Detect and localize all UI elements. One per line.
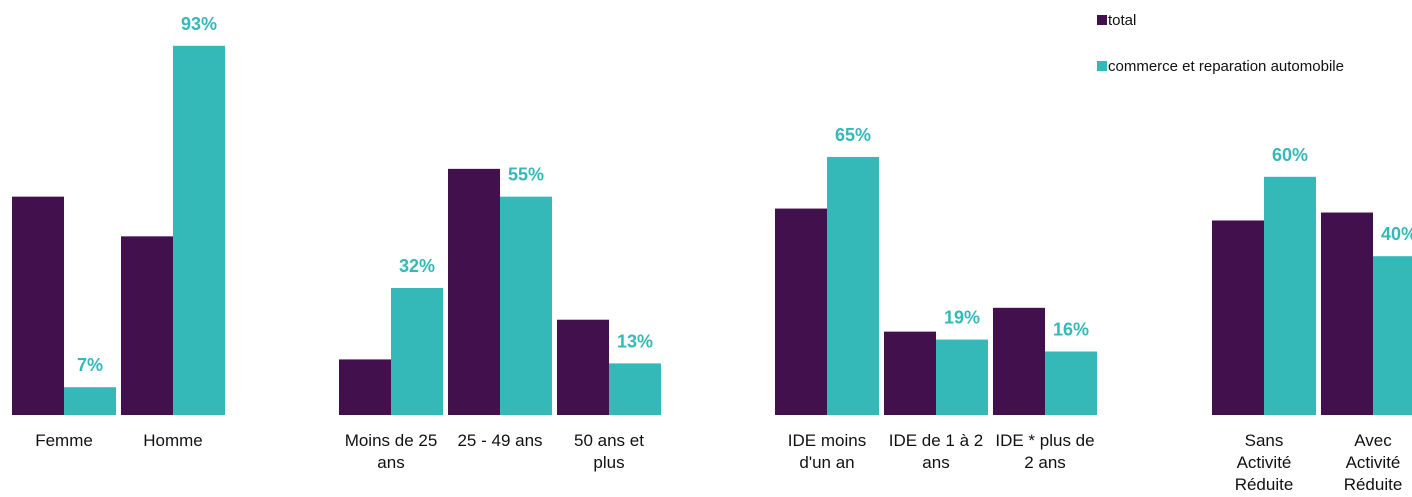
value-label: 32%	[399, 256, 435, 276]
value-label: 40%	[1381, 224, 1412, 244]
bar	[884, 331, 936, 415]
bar	[1264, 176, 1316, 415]
bar	[173, 45, 225, 415]
value-label: 16%	[1053, 319, 1089, 339]
bar	[339, 359, 391, 415]
legend-label: total	[1108, 12, 1136, 29]
category-label: Homme	[143, 431, 203, 450]
bar	[391, 287, 443, 415]
bar	[609, 363, 661, 415]
category-label: IDE de 1 à 2 ans	[888, 431, 984, 472]
category-label: IDE moins d'un an	[787, 431, 867, 472]
value-label: 93%	[181, 14, 217, 34]
category-label: IDE * plus de 2 ans	[995, 431, 1095, 472]
bar	[1373, 256, 1412, 415]
legend-label: commerce et reparation automobile	[1108, 58, 1344, 75]
value-label: 65%	[835, 125, 871, 145]
category-label: Avec Activité Réduite	[1343, 431, 1403, 494]
bar	[64, 387, 116, 415]
bar	[1212, 220, 1264, 415]
category-label: Moins de 25 ans	[344, 431, 438, 472]
bar	[121, 236, 173, 415]
value-label: 55%	[508, 165, 544, 185]
value-label: 7%	[77, 355, 103, 375]
bar	[500, 196, 552, 415]
category-label: Sans Activité Réduite	[1234, 431, 1294, 494]
category-label: 25 - 49 ans	[457, 431, 543, 450]
value-label: 60%	[1272, 145, 1308, 165]
bar	[775, 208, 827, 415]
legend-swatch	[1097, 15, 1107, 25]
bar	[12, 196, 64, 415]
value-label: 19%	[944, 308, 980, 328]
bar	[557, 319, 609, 415]
category-label: Femme	[35, 431, 93, 450]
value-label: 13%	[617, 331, 653, 351]
category-label: 50 ans et plus	[574, 431, 644, 472]
bar	[993, 307, 1045, 415]
bar	[936, 339, 988, 415]
bar	[827, 156, 879, 415]
bar	[1321, 212, 1373, 415]
legend-swatch	[1097, 61, 1107, 71]
bar	[448, 168, 500, 415]
bar	[1045, 351, 1097, 415]
